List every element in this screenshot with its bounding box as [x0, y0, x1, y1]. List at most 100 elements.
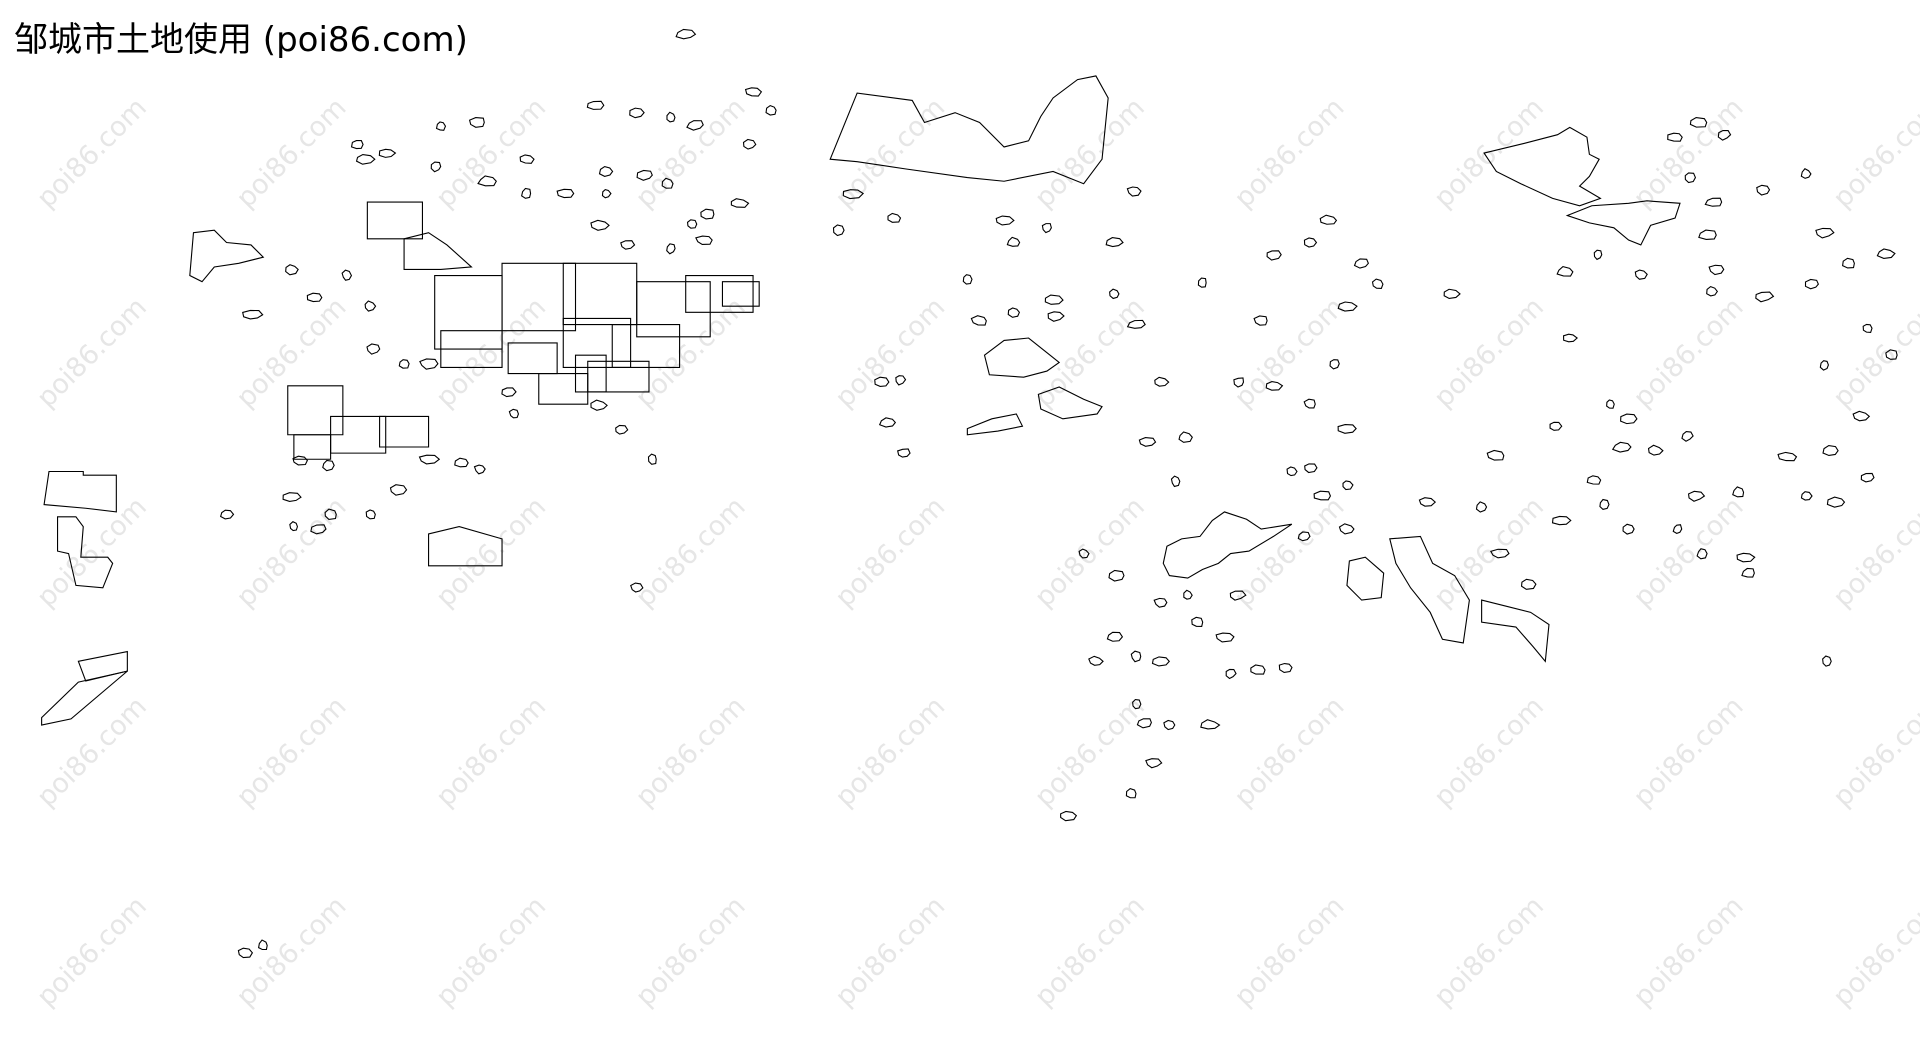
land-parcel[interactable]: [1586, 475, 1602, 485]
land-parcel[interactable]: [1755, 291, 1775, 303]
land-parcel[interactable]: [556, 188, 575, 199]
land-parcel[interactable]: [1337, 424, 1357, 434]
land-parcel[interactable]: [1170, 475, 1181, 488]
land-parcel[interactable]: [257, 939, 268, 951]
land-parcel[interactable]: [1286, 466, 1298, 477]
land-parcel[interactable]: [1819, 360, 1829, 371]
land-parcel[interactable]: [1696, 548, 1708, 560]
land-parcel[interactable]: [832, 224, 845, 237]
land-parcel[interactable]: [1804, 278, 1820, 290]
land-parcel[interactable]: [219, 509, 235, 520]
land-parcel[interactable]: [435, 121, 447, 131]
land-parcel[interactable]: [1138, 437, 1157, 447]
land-parcel[interactable]: [1106, 631, 1124, 642]
land-parcel[interactable]: [1153, 597, 1168, 608]
land-parcel[interactable]: [1346, 556, 1385, 601]
land-parcel[interactable]: [1060, 810, 1078, 822]
land-parcel[interactable]: [590, 219, 610, 231]
land-parcel[interactable]: [675, 28, 697, 40]
land-parcel[interactable]: [895, 375, 907, 386]
land-parcel[interactable]: [647, 453, 657, 465]
land-parcel[interactable]: [1389, 535, 1470, 644]
land-parcel[interactable]: [189, 229, 265, 283]
land-parcel[interactable]: [700, 208, 715, 220]
land-parcel[interactable]: [574, 354, 607, 393]
land-parcel[interactable]: [310, 524, 327, 535]
land-parcel[interactable]: [1486, 449, 1505, 461]
land-parcel[interactable]: [1319, 214, 1338, 225]
land-parcel[interactable]: [366, 343, 381, 355]
land-parcel[interactable]: [378, 148, 397, 158]
land-parcel[interactable]: [1852, 410, 1871, 422]
land-parcel[interactable]: [1313, 490, 1332, 501]
land-parcel[interactable]: [1130, 650, 1142, 663]
land-parcel[interactable]: [1443, 288, 1461, 300]
land-parcel[interactable]: [289, 521, 299, 532]
land-parcel[interactable]: [630, 582, 644, 593]
land-parcel[interactable]: [1109, 288, 1120, 300]
land-parcel[interactable]: [1611, 441, 1632, 453]
land-parcel[interactable]: [1151, 656, 1171, 667]
land-parcel[interactable]: [611, 323, 681, 368]
land-parcel[interactable]: [1191, 616, 1204, 627]
land-parcel[interactable]: [1826, 496, 1846, 508]
land-parcel[interactable]: [1800, 168, 1812, 179]
land-parcel[interactable]: [379, 415, 430, 448]
land-parcel[interactable]: [366, 201, 423, 240]
land-parcel[interactable]: [43, 470, 117, 513]
land-parcel[interactable]: [966, 413, 1024, 436]
land-parcel[interactable]: [1044, 294, 1064, 305]
land-parcel[interactable]: [473, 464, 486, 475]
land-parcel[interactable]: [1708, 264, 1725, 276]
land-parcel[interactable]: [1732, 486, 1745, 498]
land-parcel[interactable]: [508, 408, 520, 419]
land-parcel[interactable]: [695, 235, 713, 246]
land-parcel[interactable]: [1132, 698, 1142, 710]
land-parcel[interactable]: [1105, 237, 1124, 248]
land-parcel[interactable]: [364, 300, 377, 312]
land-parcel[interactable]: [1736, 552, 1756, 563]
land-parcel[interactable]: [477, 175, 497, 187]
land-parcel[interactable]: [1162, 511, 1293, 579]
land-parcel[interactable]: [389, 484, 408, 496]
land-parcel[interactable]: [1815, 227, 1835, 239]
land-parcel[interactable]: [897, 448, 911, 458]
land-parcel[interactable]: [666, 243, 676, 255]
land-parcel[interactable]: [1215, 632, 1235, 643]
land-parcel[interactable]: [287, 385, 344, 436]
land-parcel[interactable]: [1489, 548, 1510, 559]
land-parcel[interactable]: [1717, 129, 1732, 141]
land-parcel[interactable]: [1672, 524, 1683, 534]
land-parcel[interactable]: [355, 153, 376, 165]
land-parcel[interactable]: [1154, 376, 1170, 387]
land-parcel[interactable]: [1304, 463, 1318, 474]
land-parcel[interactable]: [829, 75, 1109, 185]
land-parcel[interactable]: [454, 457, 469, 468]
land-parcel[interactable]: [341, 269, 353, 281]
land-parcel[interactable]: [1265, 381, 1284, 391]
land-parcel[interactable]: [430, 161, 442, 173]
land-parcel[interactable]: [1556, 266, 1574, 277]
land-parcel[interactable]: [1842, 257, 1855, 269]
land-parcel[interactable]: [1606, 399, 1615, 409]
land-parcel[interactable]: [1549, 421, 1563, 431]
land-parcel[interactable]: [636, 169, 653, 181]
land-parcel[interactable]: [1667, 132, 1683, 142]
land-parcel[interactable]: [428, 526, 503, 567]
land-parcel[interactable]: [615, 424, 629, 435]
land-parcel[interactable]: [1337, 301, 1358, 312]
land-parcel[interactable]: [1253, 315, 1268, 326]
land-parcel[interactable]: [322, 459, 335, 472]
land-parcel[interactable]: [1706, 285, 1719, 297]
land-parcel[interactable]: [1266, 250, 1282, 261]
land-parcel[interactable]: [1126, 319, 1146, 329]
land-parcel[interactable]: [842, 189, 865, 200]
land-parcel[interactable]: [419, 358, 439, 370]
land-parcel[interactable]: [1698, 229, 1717, 240]
land-parcel[interactable]: [1303, 237, 1318, 248]
land-parcel[interactable]: [1041, 223, 1052, 234]
land-parcel[interactable]: [1278, 662, 1293, 674]
land-parcel[interactable]: [1822, 655, 1832, 667]
land-parcel[interactable]: [887, 212, 902, 223]
